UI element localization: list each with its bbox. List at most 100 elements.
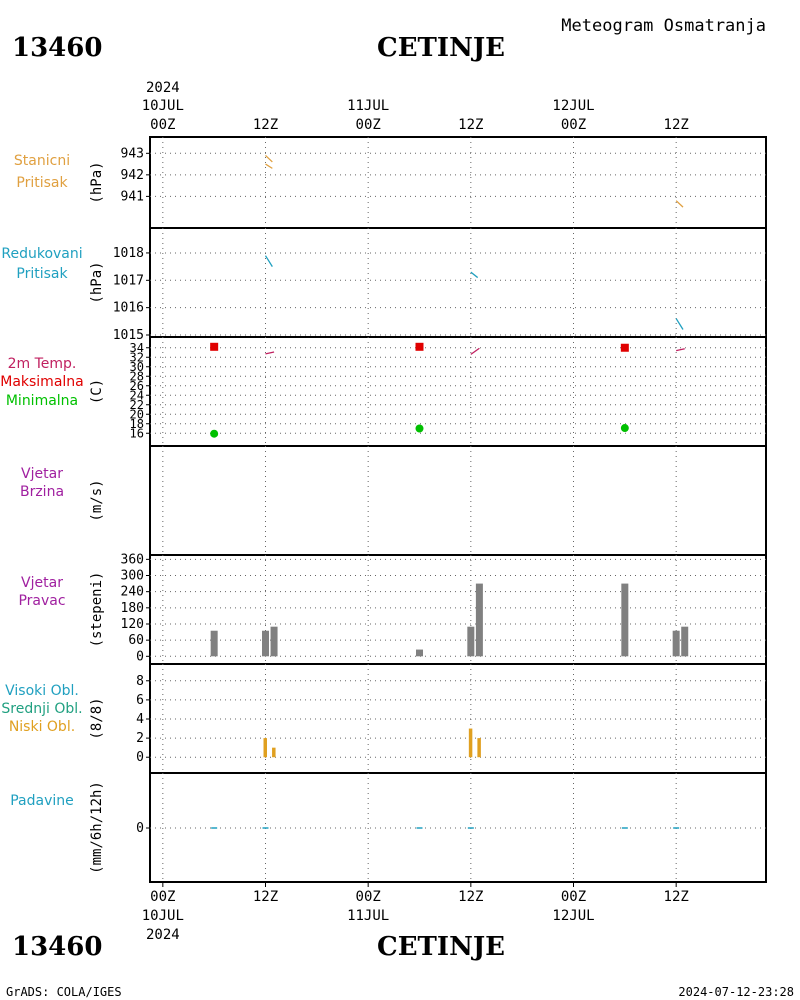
wind-direction-bar-3 bbox=[416, 649, 423, 657]
top-year-label: 2024 bbox=[146, 80, 180, 96]
side-label-vjetar_brzina-1: Brzina bbox=[20, 484, 64, 500]
bottom-time-tick-5: 12Z bbox=[664, 889, 689, 905]
unit-label-oblaci: (8/8) bbox=[89, 697, 105, 739]
max-temp-marker-1 bbox=[415, 342, 424, 351]
ytick-label-vjetar_pravac-4: 240 bbox=[121, 585, 144, 600]
bottom-year-label: 2024 bbox=[146, 927, 180, 943]
ytick-label-temperatura-7: 30 bbox=[130, 360, 144, 374]
top-day-label-2: 12JUL bbox=[552, 98, 594, 114]
top-time-tick-0: 00Z bbox=[150, 117, 175, 133]
wind-direction-bar-2 bbox=[270, 626, 278, 657]
side-label-oblaci-1: Srednji Obl. bbox=[1, 701, 82, 717]
side-label-oblaci-0: Visoki Obl. bbox=[5, 683, 79, 699]
panel-frame-stanicni bbox=[149, 136, 767, 229]
ytick-label-vjetar_pravac-0: 0 bbox=[136, 649, 144, 664]
bottom-time-tick-3: 12Z bbox=[458, 889, 483, 905]
ytick-label-redukovani-2: 1017 bbox=[113, 273, 144, 288]
top-day-label-1: 11JUL bbox=[347, 98, 389, 114]
side-label-temperatura-2: Minimalna bbox=[6, 393, 78, 409]
ytick-label-temperatura-0: 16 bbox=[130, 426, 144, 440]
unit-label-temperatura: (C) bbox=[89, 379, 105, 404]
ytick-label-redukovani-3: 1018 bbox=[113, 246, 144, 261]
panel-redukovani: 1015 1016 1017 1018 (hPa) Redukovani Pritisak bbox=[1, 227, 767, 343]
bottom-time-tick-4: 00Z bbox=[561, 889, 586, 905]
top-time-tick-5: 12Z bbox=[664, 117, 689, 133]
station-id-top: 13460 bbox=[12, 33, 102, 63]
ytick-label-oblaci-3: 6 bbox=[136, 693, 144, 708]
panel-frame-vjetar_brzina bbox=[149, 445, 767, 556]
side-label-vjetar_pravac-1: Pravac bbox=[18, 593, 65, 609]
panel-oblaci: 0 2 4 6 8 (8/8) Visoki Obl. Srednji Obl. Niski O… bbox=[1, 663, 767, 774]
panel-stanicni: 941 942 943 (hPa) Stanicni Pritisak bbox=[14, 136, 767, 229]
ytick-label-temperatura-8: 32 bbox=[130, 350, 144, 364]
wind-direction-bar-6 bbox=[621, 583, 629, 657]
top-day-label-0: 10JUL bbox=[142, 98, 184, 114]
ytick-label-vjetar_pravac-1: 60 bbox=[128, 633, 144, 648]
bottom-day-label-0: 10JUL bbox=[142, 908, 184, 924]
bottom-day-label-2: 12JUL bbox=[552, 908, 594, 924]
side-label-redukovani-0: Redukovani bbox=[1, 246, 82, 262]
side-label-temperatura-0: 2m Temp. bbox=[8, 356, 77, 372]
top-time-tick-2: 00Z bbox=[356, 117, 381, 133]
ytick-label-temperatura-5: 26 bbox=[130, 379, 144, 393]
ytick-label-temperatura-1: 18 bbox=[130, 417, 144, 431]
unit-label-vjetar_brzina: (m/s) bbox=[89, 479, 105, 521]
top-time-tick-4: 00Z bbox=[561, 117, 586, 133]
ytick-label-stanicni-2: 943 bbox=[121, 146, 144, 161]
panel-vjetar_brzina: (m/s) Vjetar Brzina bbox=[20, 445, 767, 556]
station-id-bottom: 13460 bbox=[12, 932, 102, 962]
max-temp-marker-2 bbox=[620, 343, 629, 352]
unit-label-stanicni: (hPa) bbox=[89, 161, 105, 203]
reduced-pressure-line-1 bbox=[470, 271, 479, 279]
side-label-stanicni-0: Stanicni bbox=[14, 153, 70, 169]
reduced-pressure-line-0 bbox=[264, 255, 273, 267]
side-label-vjetar_brzina-0: Vjetar bbox=[21, 466, 63, 482]
temp-line-2 bbox=[676, 348, 685, 352]
ytick-label-stanicni-1: 942 bbox=[121, 168, 144, 183]
low-cloud-bar-1 bbox=[272, 747, 276, 758]
side-label-padavine-0: Padavine bbox=[10, 793, 74, 809]
render-timestamp: 2024-07-12-23:28 bbox=[678, 985, 794, 999]
temp-line-0 bbox=[265, 351, 275, 355]
wind-direction-bar-7 bbox=[672, 630, 680, 657]
ytick-label-vjetar_pravac-2: 120 bbox=[121, 617, 144, 632]
ytick-label-temperatura-6: 28 bbox=[130, 369, 144, 383]
ytick-label-stanicni-0: 941 bbox=[121, 189, 144, 204]
panel-frame-temperatura bbox=[149, 336, 767, 447]
min-temp-marker-2 bbox=[620, 424, 629, 433]
side-label-stanicni-1: Pritisak bbox=[16, 175, 68, 191]
min-temp-marker-1 bbox=[415, 424, 424, 433]
chart-subtitle: Meteogram Osmatranja bbox=[561, 16, 766, 36]
ytick-label-redukovani-1: 1016 bbox=[113, 301, 144, 316]
temp-line-1 bbox=[470, 347, 480, 355]
ytick-label-padavine-0: 0 bbox=[136, 821, 144, 836]
bottom-time-tick-0: 00Z bbox=[150, 889, 175, 905]
ytick-label-vjetar_pravac-3: 180 bbox=[121, 601, 144, 616]
ytick-label-oblaci-0: 0 bbox=[136, 750, 144, 765]
wind-direction-bar-1 bbox=[262, 630, 269, 657]
wind-direction-bar-4 bbox=[467, 626, 475, 657]
ytick-label-vjetar_pravac-5: 300 bbox=[121, 569, 144, 584]
pressure-line-2 bbox=[675, 200, 684, 208]
pressure-line-0 bbox=[265, 154, 273, 163]
reduced-pressure-line-2 bbox=[675, 318, 684, 330]
top-time-axis: 00Z 12Z 00Z 12Z 00Z 12Z 10JUL 11JUL 12JUL 2024 bbox=[142, 80, 689, 133]
unit-label-padavine: (mm/6h/12h) bbox=[89, 781, 105, 874]
bottom-day-label-1: 11JUL bbox=[347, 908, 389, 924]
ytick-label-temperatura-9: 34 bbox=[130, 341, 144, 355]
side-label-vjetar_pravac-0: Vjetar bbox=[21, 575, 63, 591]
unit-label-redukovani: (hPa) bbox=[89, 261, 105, 303]
low-cloud-bar-0 bbox=[263, 738, 267, 758]
low-cloud-bar-2 bbox=[468, 728, 473, 758]
bottom-time-tick-2: 00Z bbox=[356, 889, 381, 905]
side-label-redukovani-1: Pritisak bbox=[16, 266, 68, 282]
ytick-label-oblaci-4: 8 bbox=[136, 674, 144, 689]
wind-direction-bar-0 bbox=[210, 630, 218, 657]
side-label-temperatura-1: Maksimalna bbox=[0, 374, 84, 390]
station-name-top: CETINJE bbox=[377, 33, 505, 63]
ytick-label-redukovani-0: 1015 bbox=[113, 328, 144, 343]
ytick-label-oblaci-1: 2 bbox=[136, 731, 144, 746]
wind-direction-bar-5 bbox=[475, 583, 483, 657]
